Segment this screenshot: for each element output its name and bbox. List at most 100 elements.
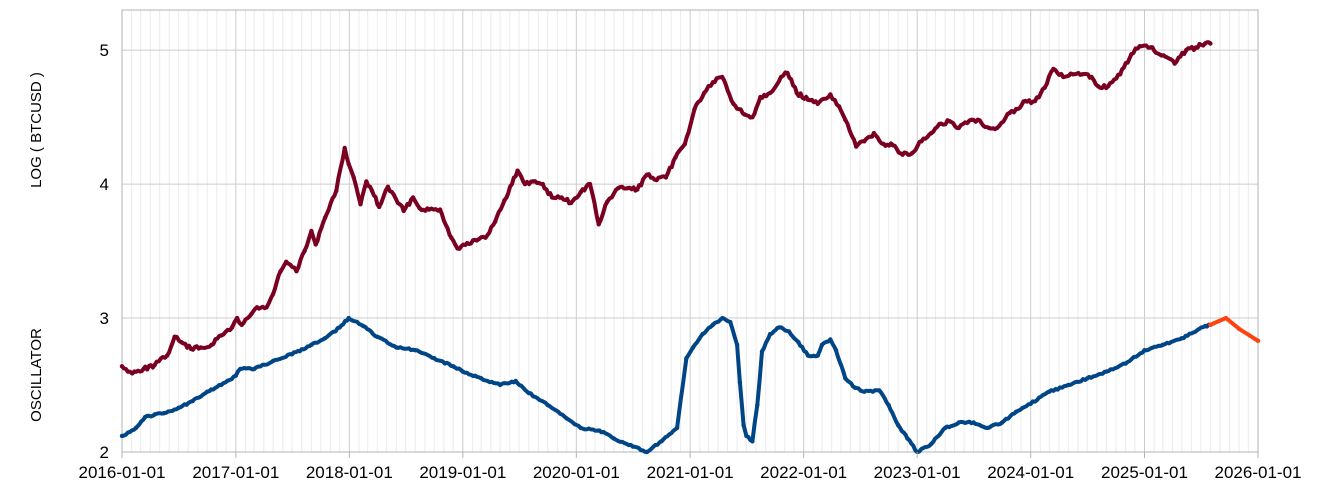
x-tick-label: 2022-01-01 [760,463,847,482]
oscillator-point [1123,361,1128,366]
x-axis-ticks: 2016-01-01 2017-01-01 2018-01-01 2019-01-01… [79,452,1302,482]
price-point [559,195,564,200]
oscillator-point [1202,323,1208,329]
price-point [313,242,318,247]
oscillator-point [796,340,801,345]
oscillator-point [700,331,705,337]
price-point [1202,41,1208,46]
x-tick-label: 2021-01-01 [647,463,734,482]
price-point [530,179,536,184]
price-point [644,172,650,177]
price-point [284,259,289,264]
oscillator-point [394,345,399,350]
price-point [710,80,716,85]
price-point [843,117,848,123]
price-point [1042,85,1047,90]
oscillator-point [710,322,716,327]
price-point [1061,74,1066,80]
price-point [731,101,736,107]
oscillator-point [597,428,602,433]
price-point [502,198,507,203]
price-point [270,291,276,297]
price-point [294,269,299,274]
oscillator-point [720,315,725,321]
oscillator-point [1142,348,1147,353]
price-point [890,143,896,148]
price-point [377,204,382,210]
price-point [334,188,339,193]
oscillator-point [684,356,689,361]
price-point [1089,74,1094,80]
price-point [1051,66,1056,72]
price-point [1032,98,1038,104]
oscillator-point [176,405,181,410]
price-point [437,207,443,212]
price-point [909,151,915,156]
oscillator-point [786,329,792,334]
price-point [900,152,905,157]
oscillator-point [133,425,139,431]
price-point [836,104,842,109]
price-point [828,92,833,97]
price-point [750,115,755,120]
price-point [742,112,747,117]
oscillator-point [828,337,833,342]
price-point [385,184,391,189]
oscillator-point [152,412,157,417]
oscillator-point [805,353,811,358]
series-oscillator [120,316,1213,454]
price-point [635,187,640,192]
oscillator-point [1028,401,1033,406]
oscillator-point [238,366,243,372]
oscillator-point [999,420,1005,425]
price-point [587,181,593,187]
price-point [1137,44,1143,49]
price-point [881,141,886,147]
x-tick-label: 2020-01-01 [533,463,620,482]
price-point [871,131,877,136]
oscillator-point [985,425,990,431]
oscillator-point [289,352,295,357]
oscillator-point [905,436,910,441]
price-point [549,195,555,200]
price-point [229,325,235,330]
oscillator-point [361,323,366,329]
oscillator-point [896,423,901,428]
price-point [249,311,254,317]
price-point [815,101,820,107]
price-point [720,74,725,80]
price-point [1159,53,1164,58]
oscillator-point [767,331,773,337]
oscillator-point [737,380,743,385]
price-point [1129,52,1134,57]
price-point [1193,45,1199,50]
oscillator-point [451,364,456,369]
projection-point [1208,322,1213,327]
oscillator-point [734,342,740,347]
oscillator-point [119,433,125,439]
price-point [264,305,269,310]
oscillator-point [1160,342,1166,347]
x-tick-label: 2019-01-01 [419,463,506,482]
price-point [172,334,177,339]
oscillator-point [564,416,569,421]
projection-point [1223,315,1229,321]
price-point [119,364,125,369]
price-point [758,94,763,100]
oscillator-point [432,356,437,361]
price-point [682,141,688,147]
projection-point [1255,338,1261,343]
x-tick-label: 2026-01-01 [1215,463,1302,482]
price-point [1148,45,1153,50]
price-point [1013,106,1019,112]
price-point [455,246,460,251]
price-point [975,117,980,123]
price-point [854,144,859,149]
price-point [947,119,952,124]
y-tick-label: 2 [100,443,109,462]
price-point [1118,72,1123,77]
price-point [605,199,610,204]
oscillator-point [759,349,765,354]
oscillator-point [1085,376,1090,381]
